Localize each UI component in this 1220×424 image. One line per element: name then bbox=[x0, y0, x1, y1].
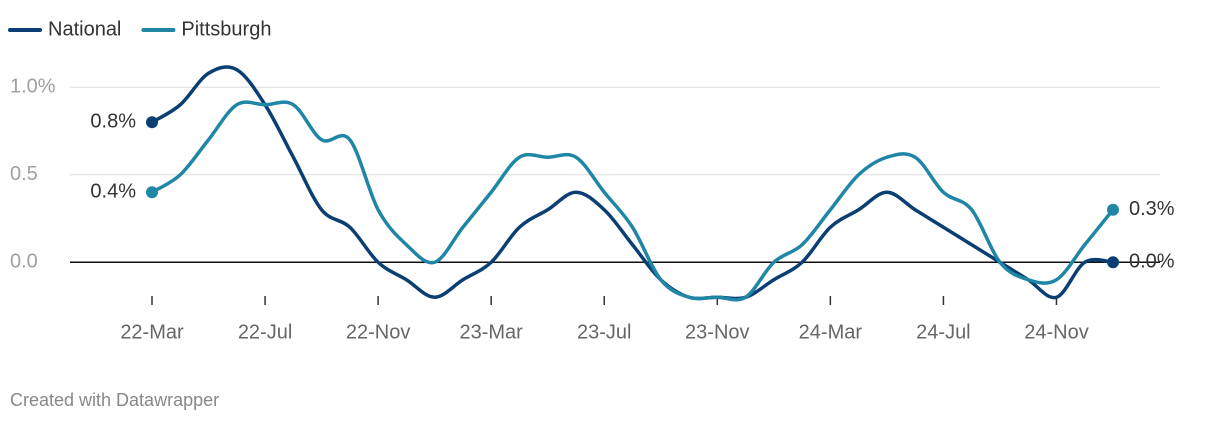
credit: Created with Datawrapper bbox=[10, 390, 219, 410]
x-tick-label: 23-Nov bbox=[685, 321, 749, 343]
legend-label: National bbox=[48, 18, 121, 40]
value-label: 0.8% bbox=[90, 111, 136, 133]
end-point bbox=[1107, 256, 1119, 269]
y-tick-label: 0.5 bbox=[10, 163, 38, 185]
x-tick-label: 24-Mar bbox=[799, 321, 863, 343]
x-tick-label: 24-Jul bbox=[916, 321, 970, 343]
x-tick-label: 22-Jul bbox=[238, 321, 292, 343]
legend-label: Pittsburgh bbox=[181, 18, 271, 40]
x-tick-label: 24-Nov bbox=[1024, 321, 1088, 343]
x-tick-label: 22-Mar bbox=[120, 321, 184, 343]
end-point bbox=[1107, 203, 1119, 216]
x-tick-label: 22-Nov bbox=[346, 321, 410, 343]
value-label: 0.3% bbox=[1129, 198, 1175, 220]
x-tick-label: 23-Jul bbox=[577, 321, 631, 343]
value-label: 0.0% bbox=[1129, 251, 1175, 273]
series-line bbox=[151, 65, 1114, 301]
series-line bbox=[151, 100, 1115, 302]
y-tick-label: 1.0% bbox=[10, 76, 56, 98]
x-tick-label: 23-Mar bbox=[459, 321, 523, 343]
value-label: 0.4% bbox=[90, 181, 136, 203]
end-point bbox=[146, 116, 158, 129]
end-point bbox=[146, 186, 158, 199]
y-tick-label: 0.0 bbox=[10, 251, 38, 273]
